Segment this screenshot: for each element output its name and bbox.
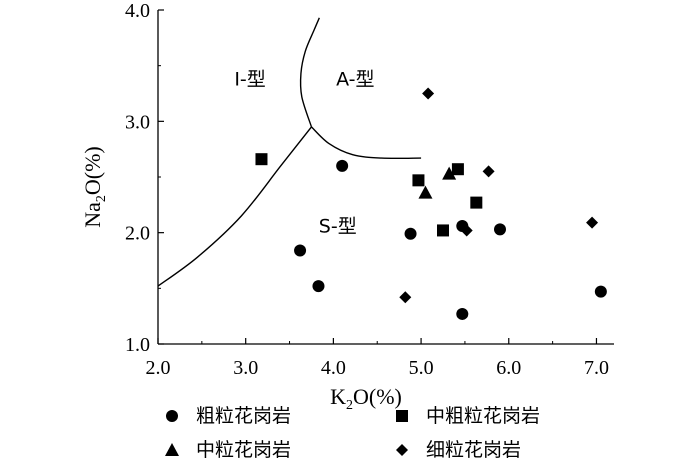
y-tick-label: 4.0 (125, 0, 150, 22)
y-axis-title: Na2O(%) (80, 146, 109, 228)
point-triangle (442, 166, 457, 180)
x-tick-label: 4.0 (321, 357, 346, 379)
point-diamond (399, 291, 412, 304)
x-tick-label: 2.0 (146, 357, 171, 379)
x-tick-label: 6.0 (496, 357, 521, 379)
legend-label: 细粒花岗岩 (426, 439, 521, 461)
y-tick-label: 1.0 (125, 334, 150, 356)
legend-label: 中粒花岗岩 (196, 439, 291, 461)
point-diamond (460, 224, 473, 237)
region-label: A-型 (336, 69, 374, 91)
x-tick-label: 5.0 (409, 357, 434, 379)
legend-marker-diamond (396, 444, 408, 456)
point-circle (312, 280, 325, 293)
x-tick-label: 7.0 (584, 357, 609, 379)
point-square (470, 196, 483, 209)
legend-label: 粗粒花岗岩 (196, 405, 291, 427)
region-labels: I-型 A-型 S-型 (234, 69, 374, 238)
region-label: I-型 (234, 69, 265, 91)
point-circle (404, 227, 417, 240)
x-axis-title: K2O(%) (330, 384, 402, 413)
data-points (255, 87, 607, 320)
boundary-line-s-a (310, 126, 422, 160)
point-square (451, 163, 464, 176)
point-diamond (422, 87, 435, 100)
point-circle (494, 223, 506, 236)
legend-label: 中粗粒花岗岩 (426, 405, 540, 427)
point-diamond (482, 165, 495, 178)
point-circle (336, 159, 349, 172)
legend-marker-triangle (165, 443, 179, 456)
region-label: S-型 (319, 216, 357, 238)
point-square (255, 153, 268, 166)
y-tick-label: 3.0 (125, 111, 150, 133)
point-triangle (418, 185, 433, 199)
boundary-line-i-a (299, 17, 320, 128)
axes (157, 10, 614, 345)
x-ticks: 2.0 3.0 4.0 5.0 6.0 7.0 (146, 338, 609, 379)
point-diamond (586, 216, 599, 229)
point-square (412, 174, 425, 187)
legend-marker-circle (166, 410, 178, 422)
y-ticks: 1.0 2.0 3.0 4.0 (125, 0, 164, 356)
x-tick-label: 3.0 (233, 357, 258, 379)
field-boundaries (157, 17, 422, 287)
point-square (437, 224, 449, 237)
point-circle (456, 307, 469, 320)
y-tick-label: 2.0 (125, 223, 150, 245)
point-circle (294, 244, 307, 257)
point-circle (594, 285, 607, 298)
legend-marker-square (396, 410, 408, 422)
boundary-line-s-i (157, 126, 313, 287)
